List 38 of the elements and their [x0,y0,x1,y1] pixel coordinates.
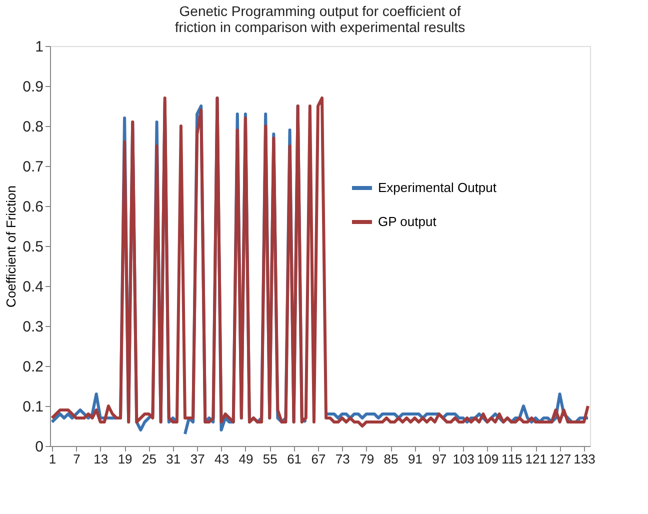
y-axis-title: Coefficient of Friction [4,186,19,308]
x-tick-label: 133 [574,452,596,466]
x-tick-label: 73 [335,452,350,466]
y-tick-label: 0.9 [22,78,44,96]
x-tick-label: 49 [238,452,254,466]
x-tick-label: 115 [502,452,522,466]
y-tick-label: 0.1 [22,398,44,416]
x-tick-label: 79 [360,452,374,466]
x-tick-label: 25 [142,452,156,466]
y-tick-label: 0.4 [22,278,44,296]
y-tick-label: 0.5 [22,238,44,256]
legend-label: GP output [378,214,437,229]
x-tick-label: 61 [287,452,302,466]
x-tick-label: 7 [73,452,80,466]
y-tick-label: 0.7 [22,158,44,176]
x-tick-label: 1 [48,452,56,466]
chart-title: Genetic Programming output for coefficient of friction in comparison with experimental results [174,3,466,35]
x-tick-label: 121 [525,452,547,466]
x-tick-label: 103 [452,452,474,466]
x-tick-label: 91 [408,452,422,466]
y-tick-label: 1 [35,38,44,56]
x-tick-label: 43 [214,452,230,466]
x-tick-label: 97 [432,452,447,466]
x-tick-label: 31 [166,452,181,466]
y-tick-label: 0.3 [22,318,44,336]
x-tick-label: 109 [476,452,499,466]
legend-label: Experimental Output [378,180,497,195]
y-tick-label: 0.6 [22,198,44,216]
x-tick-label: 37 [190,452,205,466]
x-tick-label: 55 [262,452,278,466]
x-tick-label: 127 [549,452,572,466]
y-tick-label: 0 [35,438,44,456]
y-tick-label: 0.2 [22,358,44,376]
x-tick-label: 85 [384,452,398,466]
y-tick-label: 0.8 [22,118,44,136]
x-tick-label: 13 [94,452,108,466]
x-tick-label: 67 [311,452,326,466]
x-tick-label: 19 [118,452,132,466]
